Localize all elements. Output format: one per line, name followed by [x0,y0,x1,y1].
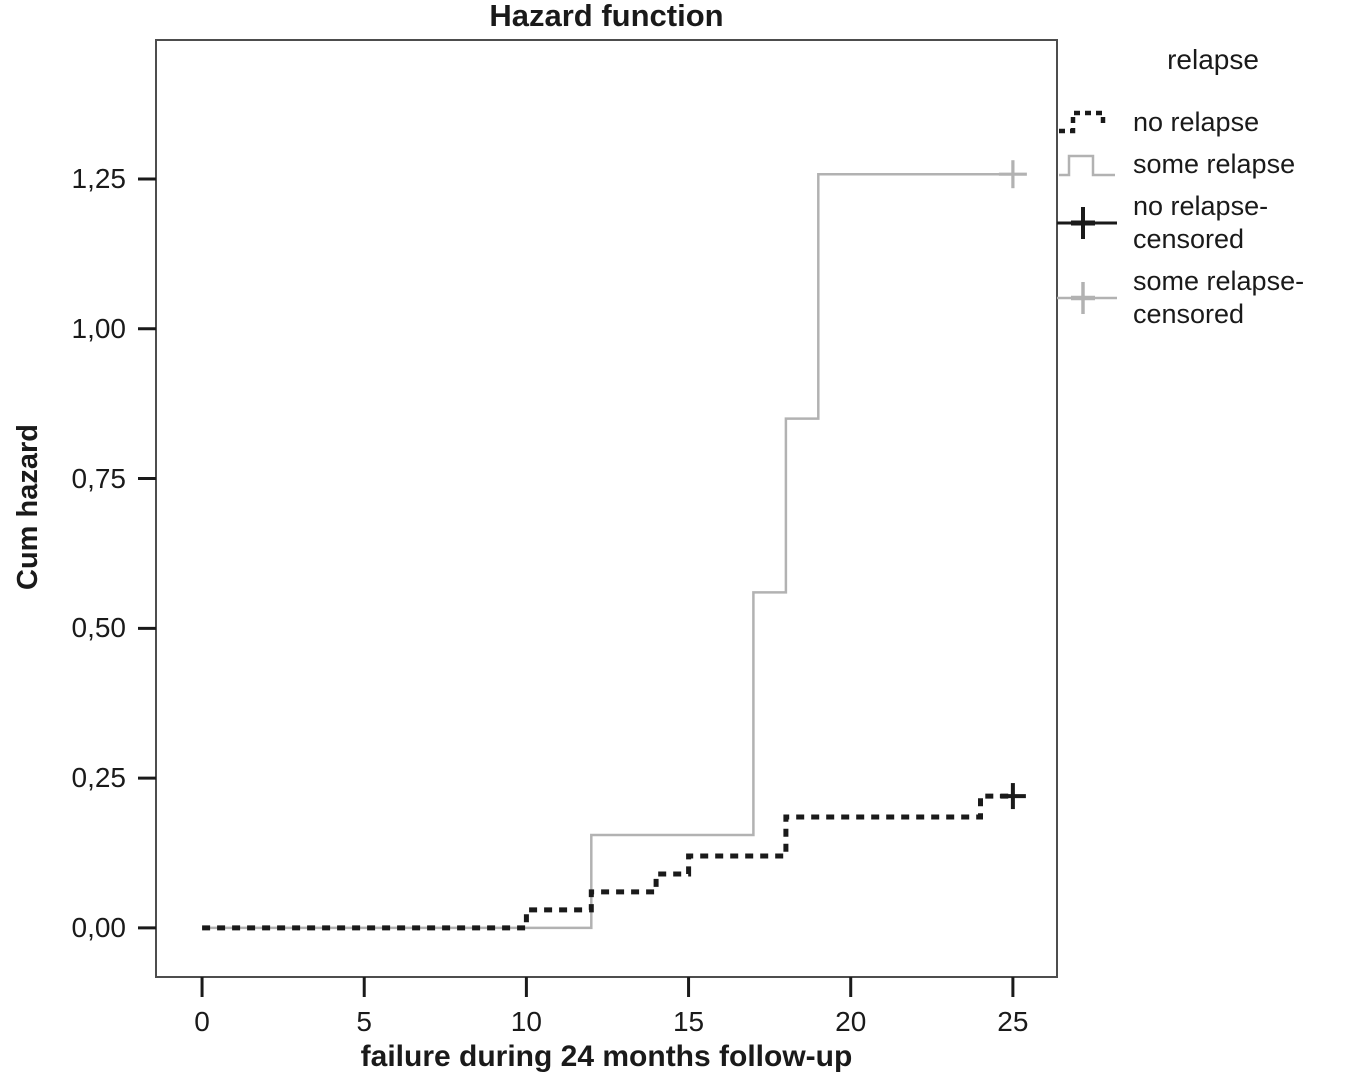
x-tick-label: 5 [356,1006,372,1037]
series-line-some-relapse [202,172,1013,930]
y-tick-label: 1,00 [71,312,127,344]
y-tick-label: 0,50 [71,612,127,644]
legend: relapse no relapse some relapse no relap… [1057,0,1351,400]
x-tick-label: 20 [835,1006,867,1037]
x-tick-label: 10 [510,1006,542,1037]
legend-title: relapse [1167,44,1259,75]
dashed-step-sample [1059,110,1106,134]
series-line-no-relapse [202,793,1013,931]
x-tick-label: 25 [997,1006,1029,1037]
no-relapse-line-swatch [1059,110,1106,134]
legend-item-some-relapse: some relapse [1057,142,1338,186]
chart-title: Hazard function [489,0,724,33]
legend-label: some relapse [1133,148,1296,179]
legend-item-no-relapse-censored: no relapse-censored [1057,190,1338,256]
legend-label: no relapse-censored [1133,191,1269,254]
some-relapse-censored-marker-swatch [1057,282,1117,314]
x-tick-label: 0 [194,1006,210,1037]
y-tick-label: 0,00 [71,911,127,943]
legend-label: no relapse [1133,106,1260,137]
x-axis-title: failure during 24 months follow-up [360,1040,853,1073]
legend-item-no-relapse: no relapse [1057,100,1338,144]
legend-item-some-relapse-censored: some relapse-censored [1057,265,1338,331]
x-tick-label: 15 [672,1006,705,1037]
no-relapse-censored-marker-swatch [1057,207,1117,239]
legend-label: some relapse-censored [1133,266,1305,329]
y-tick-label: 0,25 [71,762,127,794]
some-relapse-line-swatch [1059,154,1115,177]
y-tick-label: 0,75 [71,462,127,494]
y-tick-label: 1,25 [71,162,127,194]
solid-step-sample [1059,154,1115,177]
plot-frame [155,39,1058,978]
